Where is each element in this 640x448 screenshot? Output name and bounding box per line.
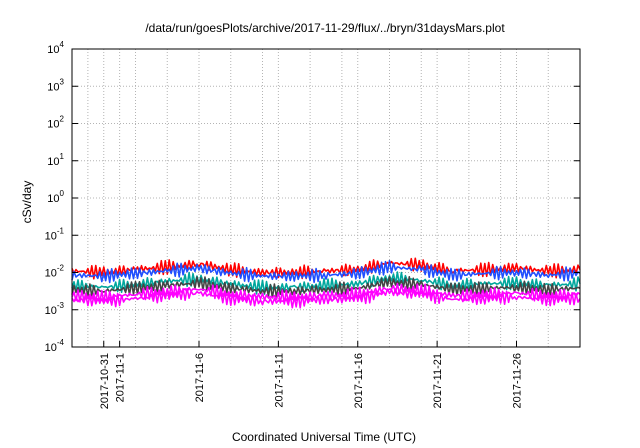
y-tick-exponent: -4: [57, 338, 65, 347]
x-tick-label: 2017-11-1: [115, 353, 127, 402]
y-tick-label: 10-2: [45, 264, 65, 280]
y-tick-label: 103: [47, 77, 64, 93]
y-tick-label: 102: [47, 115, 64, 131]
y-tick-exponent: -3: [57, 301, 65, 310]
y-tick-exponent: 3: [60, 77, 65, 86]
y-tick-exponent: 4: [60, 40, 65, 49]
x-tick-label: 2017-11-16: [353, 353, 365, 408]
x-tick-label: 2017-11-26: [512, 353, 524, 408]
y-tick-base: 10: [45, 268, 57, 280]
y-tick-base: 10: [47, 156, 59, 168]
y-tick-label: 104: [47, 40, 64, 56]
y-tick-exponent: 1: [60, 152, 65, 161]
series-line: [71, 259, 581, 284]
y-axis-label: cSv/day: [20, 181, 34, 224]
y-tick-base: 10: [47, 193, 59, 205]
y-tick-label: 100: [47, 189, 64, 205]
x-axis-label: Coordinated Universal Time (UTC): [232, 430, 416, 444]
series-line: [71, 287, 581, 309]
y-tick-base: 10: [45, 230, 57, 242]
y-tick-base: 10: [47, 119, 59, 131]
x-tick-label: 2017-11-21: [432, 353, 444, 408]
ticks: 10-410-310-210-11001011021031042017-10-3…: [45, 40, 580, 409]
y-tick-label: 10-3: [45, 301, 65, 317]
series-group: [71, 257, 581, 309]
y-tick-base: 10: [45, 305, 57, 317]
y-tick-base: 10: [47, 81, 59, 93]
y-tick-exponent: 2: [60, 115, 65, 124]
y-tick-exponent: 0: [60, 189, 65, 198]
y-tick-base: 10: [45, 342, 57, 354]
chart-title: /data/run/goesPlots/archive/2017-11-29/f…: [145, 21, 505, 35]
y-tick-label: 101: [47, 152, 64, 168]
x-tick-label: 2017-11-6: [194, 353, 206, 402]
x-tick-label: 2017-11-11: [273, 353, 285, 408]
y-tick-label: 10-1: [45, 226, 65, 242]
y-tick-exponent: -1: [57, 226, 65, 235]
y-tick-exponent: -2: [57, 264, 65, 273]
y-tick-label: 10-4: [45, 338, 65, 354]
y-tick-base: 10: [47, 44, 59, 56]
x-tick-label: 2017-10-31: [99, 353, 111, 409]
